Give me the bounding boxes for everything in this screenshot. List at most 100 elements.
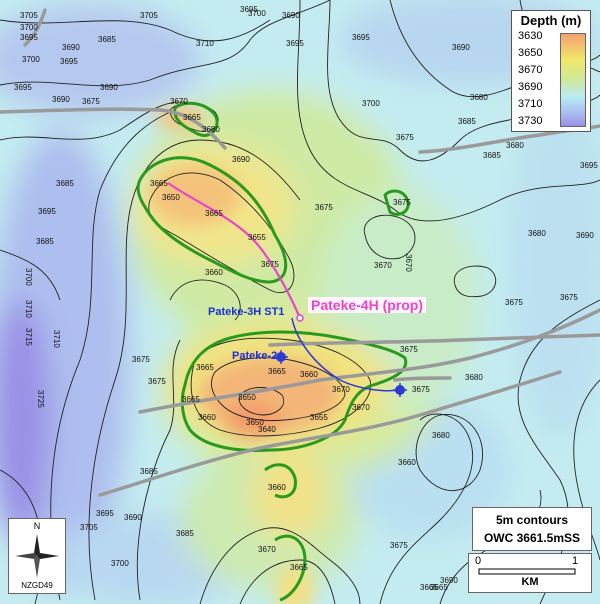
contour-label-group: 3705370036953690368536953695370536903700… <box>14 5 598 592</box>
legend-value-label: 3630 <box>518 30 543 42</box>
contour-label: 3710 <box>52 330 61 348</box>
contour-label: 3675 <box>132 355 150 364</box>
legend-value-label: 3710 <box>518 98 543 110</box>
contour-label: 3650 <box>238 393 256 402</box>
contour-label: 3685 <box>56 179 74 188</box>
scale-start-label: 0 <box>475 555 482 567</box>
contour-label: 3690 <box>440 576 458 585</box>
pateke-3h-st1-well-cross <box>393 383 407 397</box>
contour-label: 3675 <box>82 97 100 106</box>
contour-label: 3690 <box>52 95 70 104</box>
contour-label: 3660 <box>205 268 223 277</box>
contour-label: 3665 <box>183 113 201 122</box>
fault-lines <box>0 8 600 497</box>
contour-label: 3695 <box>580 161 598 170</box>
pateke-2-well-cross <box>274 350 288 364</box>
legend-title: Depth (m) <box>520 13 582 28</box>
contour-label: 3665 <box>420 583 438 592</box>
contour-label: 3675 <box>390 541 408 550</box>
contour-label: 3705 <box>80 523 98 532</box>
contour-label: 3700 <box>22 55 40 64</box>
pateke-2-label: Pateke-2 <box>232 350 278 362</box>
contour-label: 3675 <box>412 385 430 394</box>
owc-contour <box>136 101 410 602</box>
contour-label: 3690 <box>232 155 250 164</box>
contour-label: 3640 <box>258 425 276 434</box>
contour-label: 3650 <box>162 193 180 202</box>
contour-label: 3710 <box>196 39 214 48</box>
contour-label: 3680 <box>432 431 450 440</box>
contour-label: 3695 <box>60 57 78 66</box>
contour-label: 3665 <box>430 583 448 592</box>
contour-label: 3680 <box>202 125 220 134</box>
contour-label: 3690 <box>100 83 118 92</box>
contour-label: 3690 <box>282 11 300 20</box>
contour-label: 3695 <box>14 83 32 92</box>
contour-label: 3665 <box>182 395 200 404</box>
contour-note-box: 5m contours OWC 3661.5mSS <box>472 507 592 551</box>
contour-label: 3725 <box>36 390 45 408</box>
contour-label: 3660 <box>300 370 318 379</box>
contour-label: 3690 <box>452 43 470 52</box>
contour-label: 3715 <box>24 328 33 346</box>
contour-label: 3695 <box>352 33 370 42</box>
contour-label: 3700 <box>248 9 266 18</box>
contour-label: 3665 <box>196 363 214 372</box>
contour-label: 3680 <box>506 141 524 150</box>
legend-color-ramp <box>560 33 586 127</box>
contour-label: 3650 <box>246 418 264 427</box>
owc-note: OWC 3661.5mSS <box>483 531 581 545</box>
contour-label: 3675 <box>505 298 523 307</box>
pateke-4h-trajectory <box>167 182 302 319</box>
contour-label: 3665 <box>205 209 223 218</box>
contour-label: 3670 <box>404 254 413 272</box>
contour-label: 3670 <box>258 545 276 554</box>
datum-label: NZGD49 <box>21 581 53 590</box>
legend-value-label: 3730 <box>518 115 543 127</box>
contour-label: 3675 <box>400 345 418 354</box>
pateke-3h-st1-label: Pateke-3H ST1 <box>208 306 285 318</box>
contour-label: 3685 <box>483 151 501 160</box>
scale-unit-label: KM <box>521 576 539 588</box>
legend-value-label: 3670 <box>518 64 543 76</box>
contour-label: 3660 <box>198 413 216 422</box>
contour-label: 3660 <box>268 483 286 492</box>
north-letter: N <box>33 521 41 531</box>
legend-value-label: 3650 <box>518 47 543 59</box>
legend-value-label: 3690 <box>518 81 543 93</box>
contour-label: 3705 <box>140 11 158 20</box>
contour-label: 3660 <box>398 458 416 467</box>
depth-legend: Depth (m) 3630 3650 3670 3690 3710 3730 <box>511 10 591 132</box>
contour-label: 3700 <box>111 559 129 568</box>
contour-label: 3685 <box>98 35 116 44</box>
scale-bar-graphic <box>478 568 576 575</box>
contour-label: 3690 <box>62 43 80 52</box>
contour-label: 3665 <box>290 563 308 572</box>
contour-label: 3675 <box>393 198 411 207</box>
contour-label: 3695 <box>20 33 38 42</box>
contour-label: 3705 <box>20 11 38 20</box>
contour-label: 3695 <box>38 207 56 216</box>
pateke-4h-label: Pateke-4H (prop) <box>308 297 427 313</box>
contour-label: 3655 <box>248 233 266 242</box>
contour-label: 3670 <box>332 385 350 394</box>
scale-end-label: 1 <box>572 555 579 567</box>
contour-label: 3695 <box>96 509 114 518</box>
pateke-3h-st1-trajectory <box>291 317 401 392</box>
contour-label: 3700 <box>362 99 380 108</box>
contour-label: 3680 <box>470 93 488 102</box>
contour-interval-note: 5m contours <box>495 513 568 527</box>
contour-label: 3675 <box>315 203 333 212</box>
contour-label: 3670 <box>352 403 370 412</box>
contour-label: 3695 <box>286 39 304 48</box>
contour-label: 3700 <box>20 23 38 32</box>
contour-label: 3680 <box>528 229 546 238</box>
contour-label: 3675 <box>560 293 578 302</box>
contour-label: 3710 <box>24 300 33 318</box>
contour-label: 3690 <box>124 513 142 522</box>
contour-label: 3675 <box>148 377 166 386</box>
